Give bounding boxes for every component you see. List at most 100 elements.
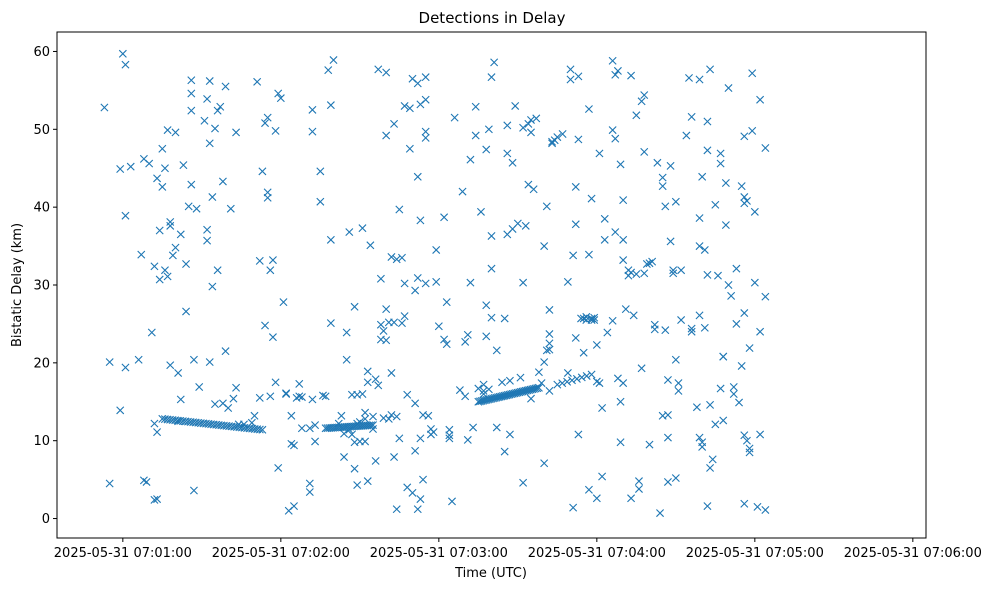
data-point xyxy=(600,214,609,223)
data-point xyxy=(187,180,196,189)
data-point xyxy=(508,158,517,167)
data-point xyxy=(160,164,169,173)
data-point xyxy=(761,505,770,514)
data-point xyxy=(671,355,680,364)
data-point xyxy=(529,185,538,194)
data-point xyxy=(563,368,572,377)
x-tick-label: 2025-05-31 07:01:00 xyxy=(54,546,192,561)
data-point xyxy=(577,373,586,382)
data-point xyxy=(627,494,636,503)
data-point xyxy=(695,242,704,251)
data-point xyxy=(687,324,696,333)
data-point xyxy=(326,101,335,110)
data-point xyxy=(500,314,509,323)
data-point xyxy=(505,430,514,439)
data-point xyxy=(748,126,757,135)
data-point xyxy=(640,269,649,278)
data-point xyxy=(563,377,572,386)
data-point xyxy=(116,165,125,173)
data-point xyxy=(703,117,712,126)
data-point xyxy=(706,65,715,74)
data-point xyxy=(424,411,433,420)
data-point xyxy=(305,488,314,497)
data-point xyxy=(584,250,593,259)
data-point xyxy=(727,291,736,300)
data-point xyxy=(687,327,696,336)
data-point xyxy=(745,444,754,453)
data-point xyxy=(600,235,609,244)
data-point xyxy=(168,251,177,260)
data-point xyxy=(553,133,562,142)
data-point xyxy=(708,455,717,464)
data-point xyxy=(266,266,275,275)
data-point xyxy=(390,119,399,128)
data-point xyxy=(255,393,264,402)
data-point xyxy=(619,196,628,205)
data-point xyxy=(392,412,401,421)
data-point xyxy=(513,219,522,228)
data-point xyxy=(703,146,712,155)
data-point xyxy=(448,497,456,506)
data-point xyxy=(405,104,414,113)
data-point xyxy=(519,123,528,132)
data-point xyxy=(421,133,430,142)
data-point xyxy=(524,119,533,128)
data-point xyxy=(263,193,272,202)
data-point xyxy=(350,464,359,473)
data-point xyxy=(503,149,512,158)
data-point xyxy=(413,172,422,181)
data-point xyxy=(716,159,725,168)
data-point xyxy=(150,495,159,504)
data-point xyxy=(432,277,441,286)
x-tick-label: 2025-05-31 07:04:00 xyxy=(528,546,666,561)
data-point xyxy=(416,434,425,443)
data-point xyxy=(482,332,491,341)
data-point xyxy=(719,352,728,361)
data-point xyxy=(737,361,746,370)
data-point xyxy=(189,355,198,364)
data-point xyxy=(682,131,691,140)
data-point xyxy=(742,196,751,205)
data-point xyxy=(637,97,646,106)
data-point xyxy=(340,429,349,438)
data-point xyxy=(392,255,401,264)
data-point xyxy=(324,66,333,75)
data-point xyxy=(311,437,320,446)
data-point xyxy=(353,481,362,490)
data-point xyxy=(592,494,601,503)
data-point xyxy=(121,60,130,69)
data-point xyxy=(421,279,430,288)
data-point xyxy=(187,76,196,85)
data-point xyxy=(216,102,225,111)
data-point xyxy=(329,56,338,65)
data-point xyxy=(432,245,441,254)
data-point xyxy=(532,114,541,123)
data-point xyxy=(411,446,420,455)
data-point xyxy=(534,383,543,392)
data-point xyxy=(318,391,327,400)
data-point xyxy=(627,268,636,277)
data-point xyxy=(105,479,114,488)
data-point xyxy=(463,330,472,339)
data-point xyxy=(384,414,393,423)
data-point xyxy=(666,161,675,170)
data-point xyxy=(650,325,659,334)
data-point xyxy=(205,139,214,148)
data-point xyxy=(266,392,275,401)
data-point xyxy=(616,160,625,169)
data-point xyxy=(297,424,306,433)
data-point xyxy=(732,319,741,328)
data-point xyxy=(413,79,422,88)
data-point xyxy=(621,305,630,314)
data-point xyxy=(261,119,270,128)
data-point xyxy=(527,394,535,403)
data-point xyxy=(587,370,596,379)
data-point xyxy=(611,134,620,143)
data-point xyxy=(669,266,678,275)
data-point xyxy=(200,116,209,125)
data-point xyxy=(521,221,530,230)
data-point xyxy=(566,65,575,74)
data-point xyxy=(511,101,520,110)
data-point xyxy=(490,58,499,67)
data-point xyxy=(619,379,628,388)
